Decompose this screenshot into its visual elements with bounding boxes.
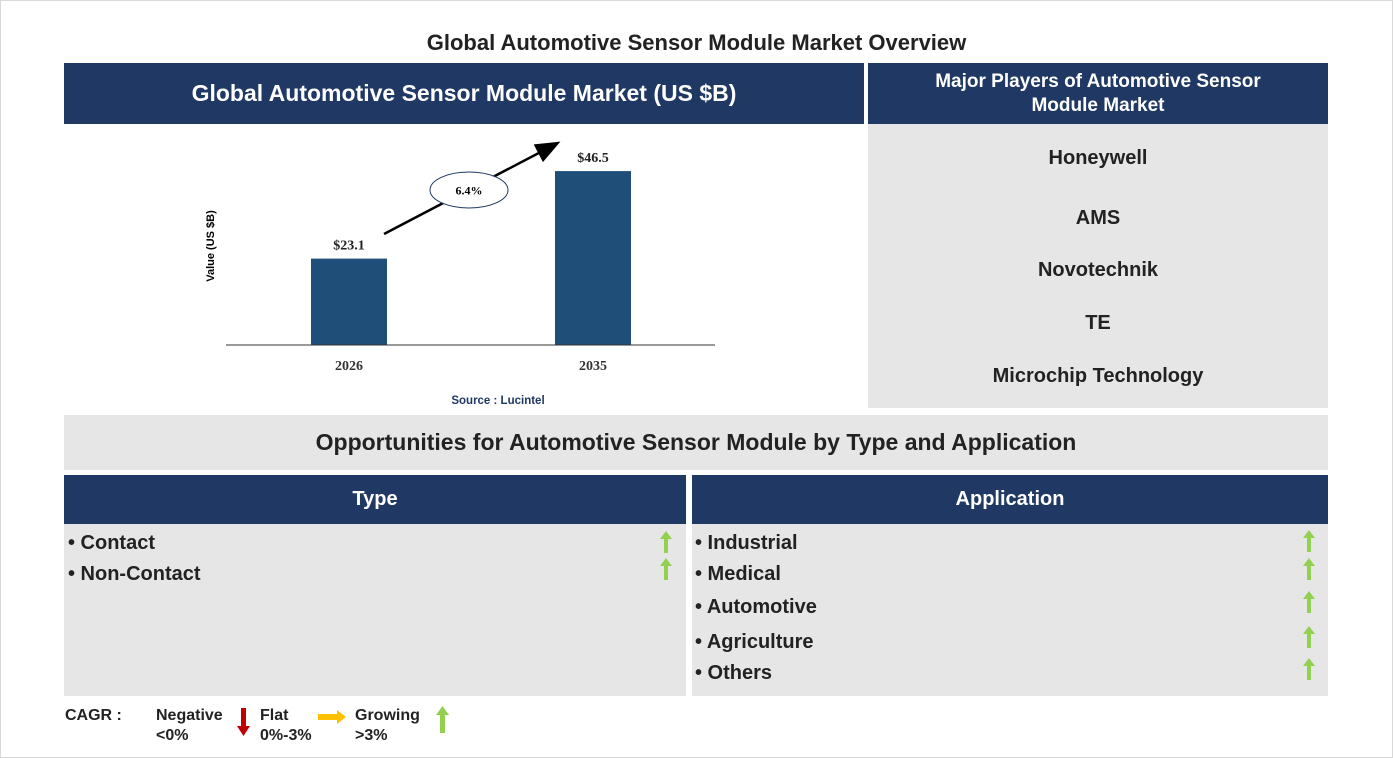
legend-cagr-label: CAGR : — [65, 707, 122, 724]
player-name: TE — [1085, 312, 1111, 334]
legend-negative-range: <0% — [156, 727, 189, 744]
type-header: Type — [64, 475, 686, 524]
application-item: • Industrial — [695, 532, 798, 554]
legend-negative-label: Negative <0% — [156, 706, 223, 746]
legend-flat-range: 0%-3% — [260, 727, 312, 744]
type-item: • Non-Contact — [68, 563, 201, 585]
application-header: Application — [692, 475, 1328, 524]
y-axis-label: Value (US $B) — [205, 210, 217, 282]
opportunities-title: Opportunities for Automotive Sensor Modu… — [64, 415, 1328, 470]
bar-value-label: $46.5 — [577, 151, 609, 166]
legend-growing-range: >3% — [355, 727, 388, 744]
legend-flat-label: Flat 0%-3% — [260, 706, 312, 746]
growing-arrow-icon — [1303, 591, 1315, 613]
application-item: • Automotive — [695, 596, 817, 618]
bar-2026 — [311, 258, 387, 345]
legend-negative-text: Negative — [156, 707, 223, 724]
players-panel: Honeywell AMS Novotechnik TE Microchip T… — [868, 124, 1328, 408]
legend-growing-label: Growing >3% — [355, 706, 420, 746]
growing-arrow-icon — [436, 706, 449, 733]
application-item: • Others — [695, 662, 773, 684]
cagr-label: 6.4% — [456, 184, 483, 198]
bar-2035 — [555, 171, 631, 345]
chart-source: Source : Lucintel — [451, 395, 544, 407]
application-item: • Agriculture — [695, 631, 814, 653]
legend-flat-text: Flat — [260, 707, 289, 724]
growing-arrow-icon — [1303, 658, 1315, 680]
growing-arrow-icon — [660, 558, 672, 580]
player-name: Novotechnik — [1037, 259, 1159, 281]
growing-arrow-icon — [1303, 558, 1315, 580]
flat-arrow-icon — [318, 710, 346, 724]
type-panel: • Contact • Non-Contact — [64, 524, 686, 696]
bar-value-label: $23.1 — [333, 239, 365, 254]
negative-arrow-icon — [237, 708, 250, 736]
player-name: Microchip Technology — [992, 365, 1204, 387]
growing-arrow-icon — [1303, 530, 1315, 552]
market-chart-header: Global Automotive Sensor Module Market (… — [64, 63, 864, 124]
players-header: Major Players of Automotive Sensor Modul… — [868, 63, 1328, 124]
player-name: Honeywell — [1048, 147, 1148, 169]
x-tick-label: 2035 — [579, 359, 607, 374]
growing-arrow-icon — [1303, 626, 1315, 648]
x-tick-label: 2026 — [335, 359, 363, 374]
growing-arrow-icon — [660, 531, 672, 553]
application-panel: • Industrial • Medical • Automotive • Ag… — [692, 524, 1328, 696]
player-name: AMS — [1075, 207, 1121, 229]
bar-chart-svg: $23.1 2026 $46.5 2035 6.4% Value (US $B) So… — [205, 141, 715, 407]
legend-growing-text: Growing — [355, 707, 420, 724]
market-chart: $23.1 2026 $46.5 2035 6.4% Value (US $B) So… — [64, 124, 864, 410]
cagr-bubble — [429, 171, 509, 209]
page-title: Global Automotive Sensor Module Market O… — [426, 30, 967, 55]
application-item: • Medical — [695, 563, 781, 585]
type-item: • Contact — [68, 532, 156, 554]
